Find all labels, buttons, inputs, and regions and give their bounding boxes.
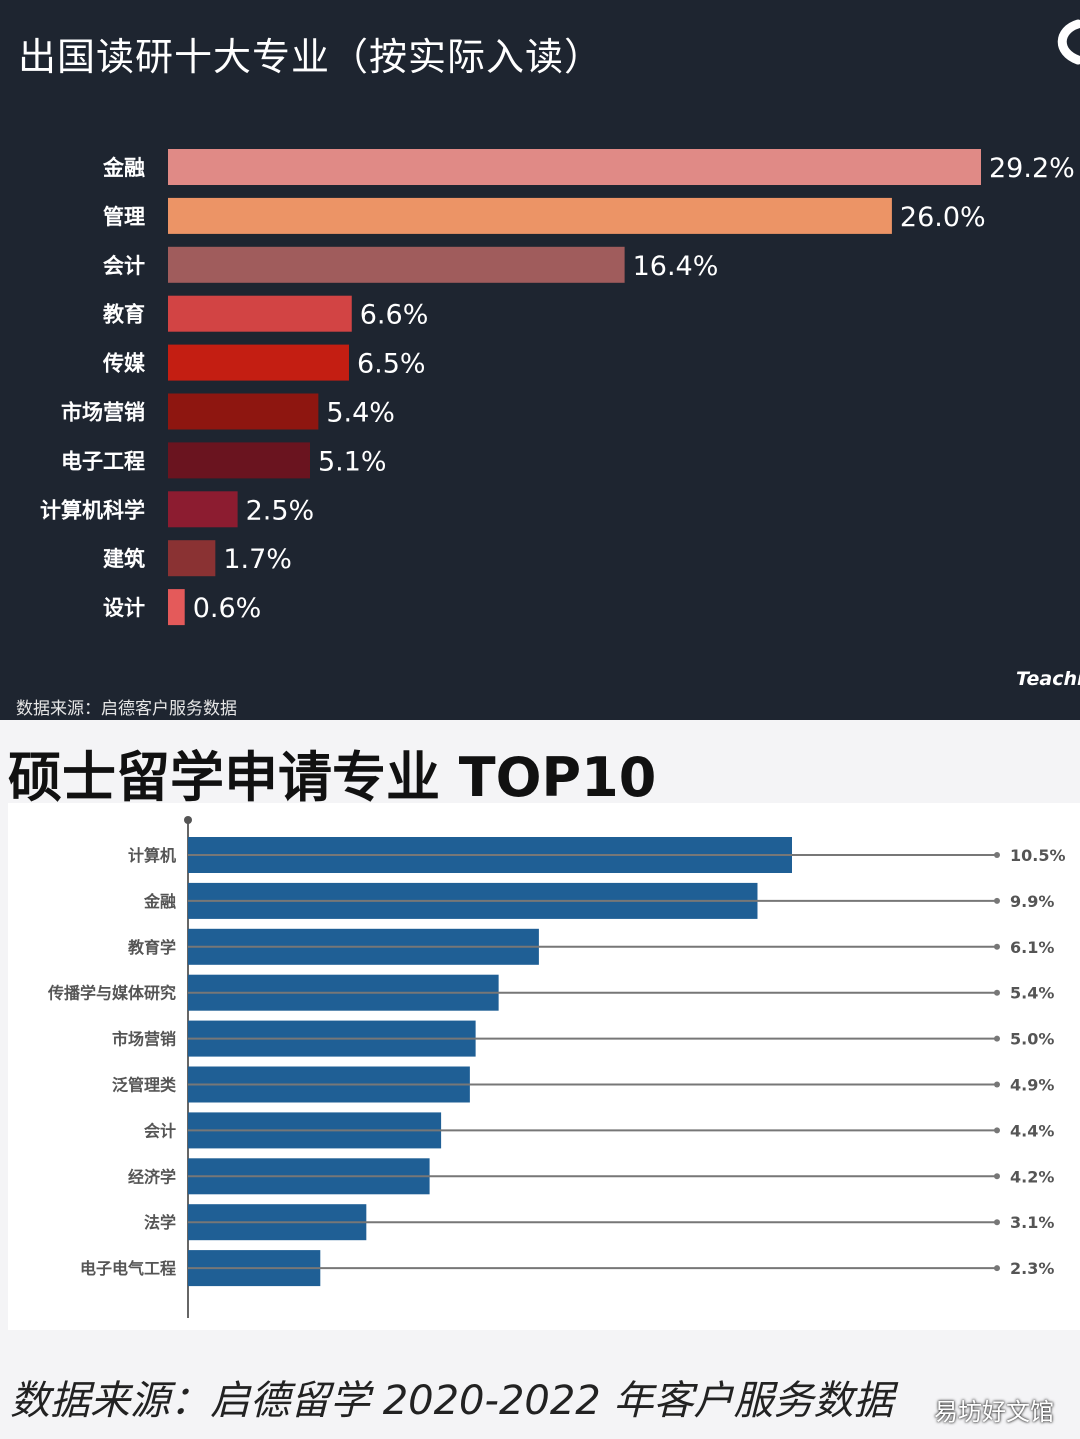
top-bar-chart: 金融 29.2% 管理 26.0% 会计 16.4% 教育 6.6% 传媒 6.5% 市场营销 5.4… [40, 149, 1075, 626]
top-category-label: 电子工程 [61, 449, 145, 473]
bottom-value-label: 5.4% [1010, 984, 1054, 1003]
top-value-label: 0.6% [193, 593, 262, 624]
bottom-category-label: 市场营销 [112, 1030, 176, 1049]
bottom-category-label: 法学 [144, 1213, 176, 1232]
top-watermark: Teachi [1016, 668, 1080, 690]
bottom-category-label: 泛管理类 [112, 1076, 177, 1095]
bottom-leader-dot [994, 943, 1000, 950]
bottom-category-label: 会计 [144, 1121, 176, 1140]
top-bar [168, 149, 981, 185]
bottom-value-label: 5.0% [1010, 1030, 1054, 1049]
top-category-label: 传媒 [102, 352, 146, 376]
bottom-leader-dot [994, 1219, 1000, 1226]
top-category-label: 计算机科学 [40, 498, 145, 522]
bottom-leader-dot [994, 989, 1000, 996]
top-bar [168, 197, 892, 234]
bottom-value-label: 10.5% [1010, 846, 1066, 865]
bottom-category-label: 电子电气工程 [80, 1259, 176, 1278]
top-value-label: 26.0% [900, 202, 986, 233]
bottom-chart-title: 硕士留学申请专业 TOP10 [8, 746, 657, 809]
bottom-category-label: 金融 [143, 892, 176, 911]
top-bar [168, 344, 349, 381]
corner-watermark: 易坊好文馆 [934, 1398, 1054, 1426]
bottom-leader-dot [994, 1081, 1000, 1088]
bottom-value-label: 9.9% [1010, 892, 1054, 911]
top-category-label: 建筑 [103, 547, 145, 571]
top-value-label: 1.7% [223, 544, 292, 575]
bottom-value-label: 2.3% [1010, 1259, 1054, 1278]
bottom-axis-dot [184, 816, 192, 824]
top-value-label: 6.5% [357, 349, 426, 380]
top-value-label: 2.5% [246, 495, 315, 526]
bottom-leader-dot [994, 897, 1000, 904]
top-category-label: 金融 [102, 156, 145, 180]
top-category-label: 管理 [103, 205, 145, 229]
bottom-leader-dot [994, 852, 1000, 858]
bottom-value-label: 6.1% [1010, 938, 1054, 957]
bottom-leader-dot [994, 1265, 1000, 1272]
top-bar [168, 442, 310, 479]
bottom-leader-dot [994, 1035, 1000, 1042]
top-value-label: 6.6% [360, 300, 429, 331]
top-category-label: 会计 [103, 254, 145, 278]
logo-icon [1057, 19, 1080, 65]
bottom-category-label: 传播学与媒体研究 [47, 984, 176, 1003]
top-value-label: 5.1% [318, 446, 387, 477]
bottom-category-label: 教育学 [128, 938, 176, 957]
top-bar [168, 491, 238, 528]
bottom-category-label: 经济学 [128, 1167, 176, 1186]
bottom-leader-dot [994, 1173, 1000, 1180]
bottom-source-note: 数据来源：启德留学 2020-2022 年客户服务数据 [10, 1378, 894, 1424]
top-bar [168, 295, 352, 332]
top-category-label: 设计 [103, 596, 145, 620]
top-value-label: 16.4% [633, 251, 719, 282]
bottom-value-label: 4.4% [1010, 1121, 1054, 1140]
top-bar [168, 246, 625, 283]
top-value-label: 29.2% [989, 153, 1075, 184]
bottom-value-label: 4.2% [1010, 1167, 1054, 1186]
top-bar [168, 393, 319, 430]
top-value-label: 5.4% [326, 398, 395, 429]
top-bar [168, 540, 216, 577]
top-chart-title: 出国读研十大专业（按实际入读） [18, 35, 604, 79]
bottom-value-label: 3.1% [1010, 1213, 1054, 1232]
bottom-leader-dot [994, 1127, 1000, 1134]
top-chart-panel: 金融 29.2% 管理 26.0% 会计 16.4% 教育 6.6% 传媒 6.5% 市场营销 5.4… [0, 0, 1080, 720]
top-category-label: 教育 [103, 303, 145, 327]
top-category-label: 市场营销 [61, 401, 145, 425]
bottom-category-label: 计算机 [128, 846, 176, 865]
top-source-note: 数据来源：启德客户服务数据 [16, 699, 237, 719]
top-bar [168, 589, 185, 626]
bottom-value-label: 4.9% [1010, 1076, 1054, 1095]
